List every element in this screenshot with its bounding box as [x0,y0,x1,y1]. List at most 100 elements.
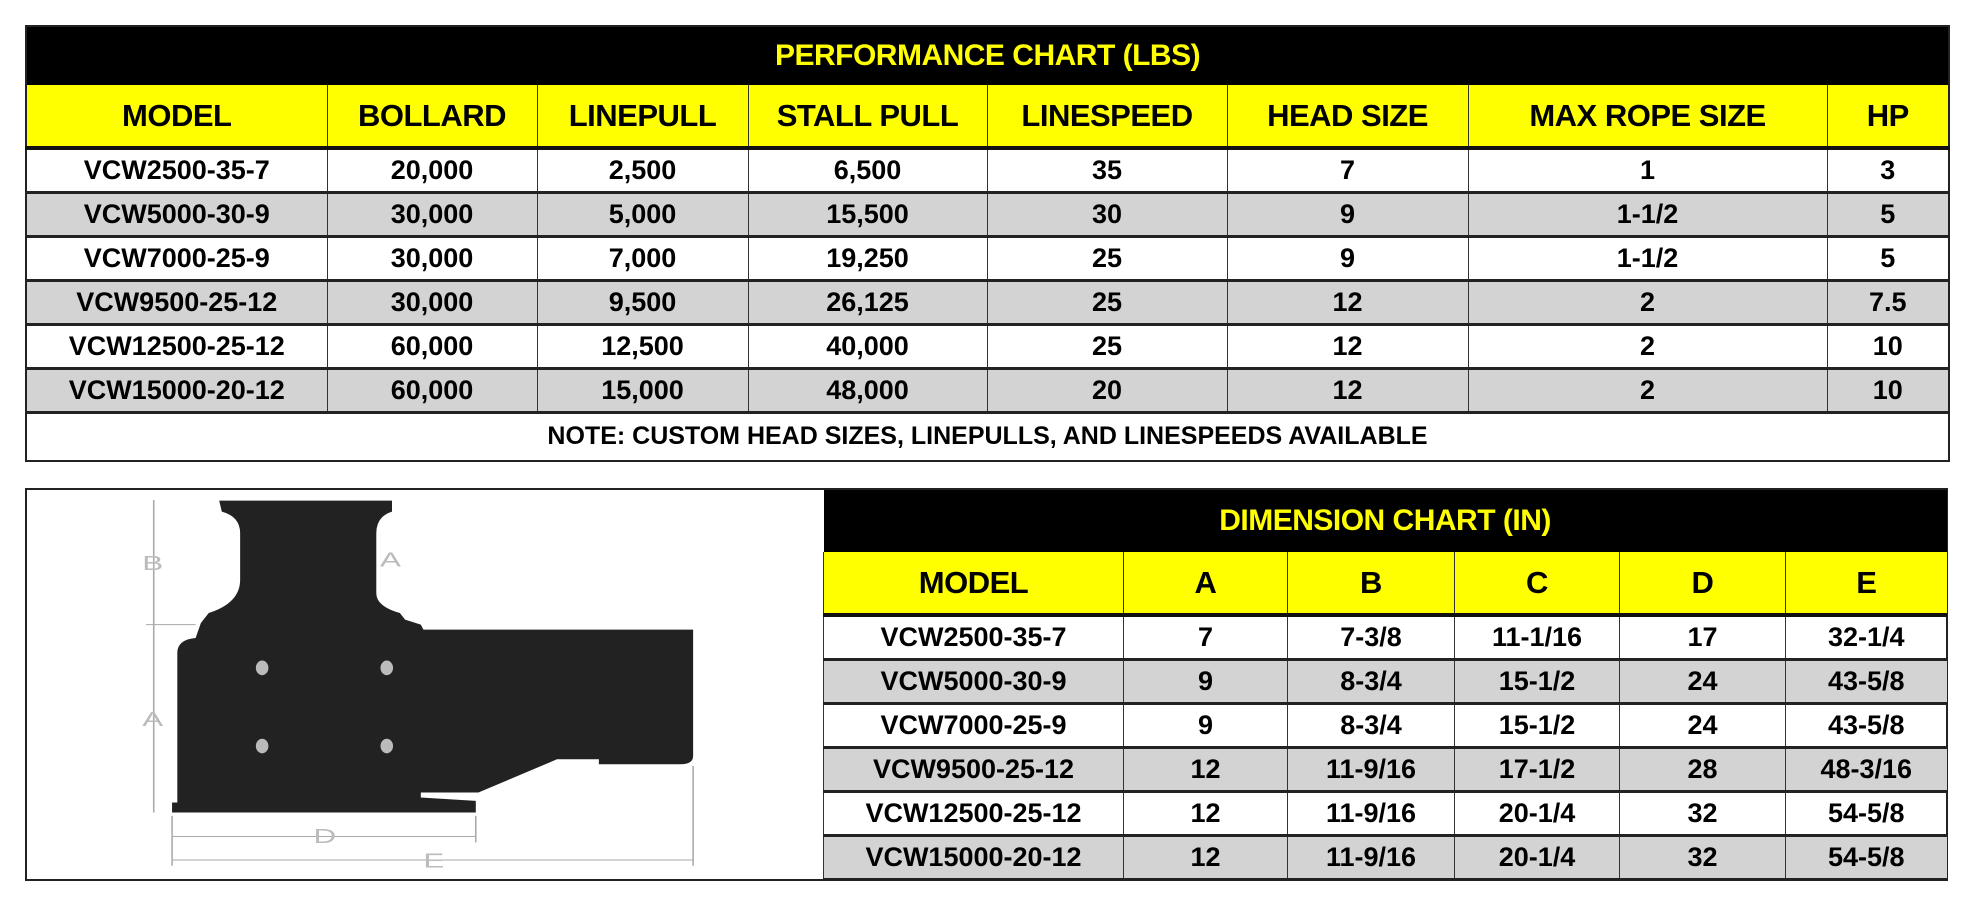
label-a-head: A [380,548,401,571]
value-cell: 7.5 [1826,280,1950,326]
value-cell: 20-1/4 [1454,791,1620,837]
table-row: VCW5000-30-9 30,000 5,000 15,500 30 9 1-1/2 5 [26,192,1950,238]
value-cell: 17 [1619,615,1786,661]
dimension-lines [145,499,694,866]
dimension-section: B A A D E DIMENSION CHART (IN) MODEL A B C D… [25,488,1948,881]
model-cell: VCW2500-35-7 [26,148,327,194]
capstan-silhouette [172,500,694,813]
value-cell: 8-3/4 [1287,703,1455,749]
value-cell: 10 [1826,324,1950,370]
column-header: STALL PULL [747,85,987,150]
model-cell: VCW7000-25-9 [26,236,327,282]
mounting-bolts [255,660,394,754]
column-header: B [1287,552,1455,617]
column-header: MODEL [823,552,1124,617]
table-row: VCW7000-25-9 9 8-3/4 15-1/2 24 43-5/8 [823,703,1947,749]
table-row: VCW7000-25-9 30,000 7,000 19,250 25 9 1-1/2 5 [26,236,1950,282]
value-cell: 19,250 [747,236,987,282]
value-cell: 5 [1826,192,1950,238]
value-cell: 11-9/16 [1287,835,1455,881]
performance-chart-title: PERFORMANCE CHART (LBS) [26,26,1950,85]
value-cell: 5,000 [536,192,748,238]
table-row: VCW12500-25-12 12 11-9/16 20-1/4 32 54-5/8 [823,791,1947,837]
value-cell: 7 [1226,148,1468,194]
value-cell: 1-1/2 [1467,192,1827,238]
value-cell: 48,000 [747,368,987,414]
value-cell: 24 [1619,659,1786,705]
value-cell: 11-1/16 [1454,615,1620,661]
value-cell: 30,000 [326,192,537,238]
value-cell: 26,125 [747,280,987,326]
value-cell: 20 [986,368,1227,414]
model-cell: VCW7000-25-9 [823,703,1124,749]
value-cell: 20,000 [326,148,537,194]
value-cell: 15-1/2 [1454,703,1620,749]
label-d: D [313,825,336,848]
column-header: MODEL [26,85,327,150]
value-cell: 12 [1226,324,1468,370]
value-cell: 11-9/16 [1287,747,1455,793]
value-cell: 12 [1123,747,1288,793]
column-header: LINEPULL [536,85,748,150]
model-cell: VCW2500-35-7 [823,615,1124,661]
label-a-side: A [142,708,163,731]
value-cell: 15,000 [536,368,748,414]
dimension-chart: DIMENSION CHART (IN) MODEL A B C D E VCW2500-… [823,490,1947,881]
label-e: E [423,849,444,872]
value-cell: 30,000 [326,236,537,282]
value-cell: 12 [1226,368,1468,414]
value-cell: 30 [986,192,1227,238]
value-cell: 9 [1123,659,1288,705]
value-cell: 11-9/16 [1287,791,1455,837]
model-cell: VCW15000-20-12 [823,835,1124,881]
value-cell: 25 [986,280,1227,326]
value-cell: 9,500 [536,280,748,326]
value-cell: 60,000 [326,324,537,370]
value-cell: 2,500 [536,148,748,194]
value-cell: 7-3/8 [1287,615,1455,661]
value-cell: 35 [986,148,1227,194]
table-row: VCW2500-35-7 7 7-3/8 11-1/16 17 32-1/4 [823,615,1947,661]
value-cell: 2 [1467,368,1827,414]
value-cell: 5 [1826,236,1950,282]
value-cell: 60,000 [326,368,537,414]
value-cell: 54-5/8 [1784,791,1947,837]
value-cell: 54-5/8 [1784,835,1947,881]
column-header: HP [1826,85,1950,150]
value-cell: 1-1/2 [1467,236,1827,282]
value-cell: 32 [1619,791,1786,837]
value-cell: 8-3/4 [1287,659,1455,705]
model-cell: VCW12500-25-12 [26,324,327,370]
value-cell: 25 [986,236,1227,282]
value-cell: 20-1/4 [1454,835,1620,881]
table-row: VCW5000-30-9 9 8-3/4 15-1/2 24 43-5/8 [823,659,1947,705]
value-cell: 2 [1467,280,1827,326]
table-row: VCW12500-25-12 60,000 12,500 40,000 25 12 2 10 [26,324,1950,370]
column-header: D [1619,552,1786,617]
value-cell: 12 [1226,280,1468,326]
value-cell: 12 [1123,835,1288,881]
model-cell: VCW5000-30-9 [26,192,327,238]
column-header: LINESPEED [986,85,1227,150]
value-cell: 9 [1123,703,1288,749]
value-cell: 25 [986,324,1227,370]
table-row: VCW9500-25-12 30,000 9,500 26,125 25 12 2 7.5 [26,280,1950,326]
value-cell: 9 [1226,192,1468,238]
value-cell: 48-3/16 [1784,747,1947,793]
value-cell: 15-1/2 [1454,659,1620,705]
value-cell: 32 [1619,835,1786,881]
model-cell: VCW9500-25-12 [823,747,1124,793]
column-header: E [1784,552,1947,617]
value-cell: 17-1/2 [1454,747,1620,793]
value-cell: 40,000 [747,324,987,370]
value-cell: 12 [1123,791,1288,837]
value-cell: 7 [1123,615,1288,661]
table-row: VCW9500-25-12 12 11-9/16 17-1/2 28 48-3/16 [823,747,1947,793]
performance-chart: PERFORMANCE CHART (LBS) MODEL BOLLARD LINE… [25,25,1951,462]
value-cell: 10 [1826,368,1950,414]
value-cell: 2 [1467,324,1827,370]
value-cell: 6,500 [747,148,987,194]
value-cell: 15,500 [747,192,987,238]
label-b: B [142,552,163,575]
value-cell: 24 [1619,703,1786,749]
